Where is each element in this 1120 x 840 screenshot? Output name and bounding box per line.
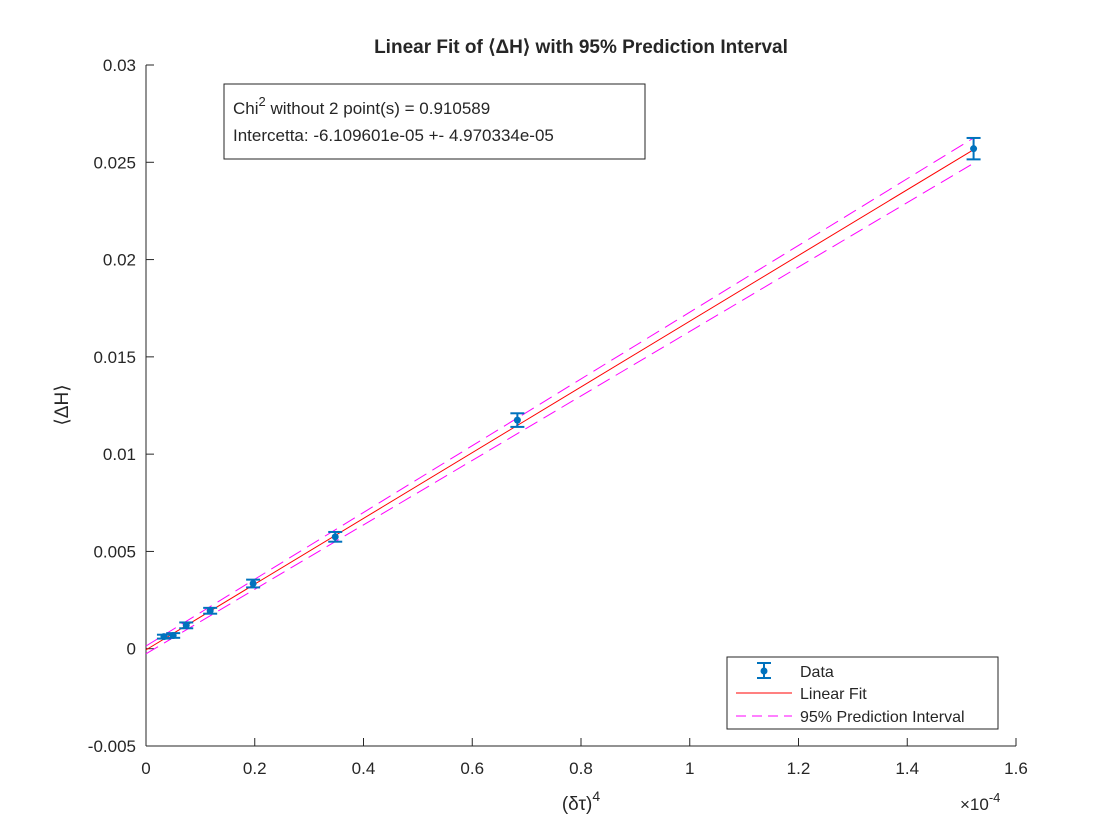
x-axis-exponent: ×10-4 <box>960 790 1000 814</box>
legend-label-data: Data <box>800 664 834 681</box>
legend-label-interval: 95% Prediction Interval <box>800 709 965 726</box>
plot-lines <box>145 137 974 655</box>
legend-entry-data: Data <box>757 662 834 681</box>
data-point <box>179 621 194 630</box>
legend-entry-fit: Linear Fit <box>736 686 867 703</box>
data-marker <box>970 145 978 153</box>
data-marker <box>331 533 339 541</box>
x-tick-label: 0.2 <box>243 759 267 778</box>
data-marker <box>182 621 190 629</box>
x-tick-label: 0 <box>141 759 150 778</box>
annotation-chi-label: Chi <box>233 99 259 118</box>
x-axis-exponent-power: -4 <box>989 790 1001 805</box>
y-tick-label: 0 <box>127 640 136 659</box>
axes-frame <box>145 65 1016 747</box>
data-point <box>966 136 981 161</box>
y-tick-label: 0.02 <box>103 251 136 270</box>
legend-entry-interval: 95% Prediction Interval <box>736 709 965 726</box>
data-marker <box>160 633 168 641</box>
legend-label-fit: Linear Fit <box>800 686 867 703</box>
chart-title: Linear Fit of ⟨ΔH⟩ with 95% Prediction I… <box>374 37 788 58</box>
annotation-line-2: Intercetta: -6.109601e-05 +- 4.970334e-0… <box>233 126 554 145</box>
y-tick-label: 0.03 <box>103 56 136 75</box>
plot-points <box>156 136 981 641</box>
legend: Data Linear Fit 95% Prediction Interval <box>726 656 999 730</box>
annotation-frame <box>223 83 646 160</box>
annotation-chi-value: without 2 point(s) = 0.910589 <box>266 99 490 118</box>
x-tick-label: 0.8 <box>569 759 593 778</box>
data-point <box>246 578 261 589</box>
y-tick-label: 0.005 <box>93 542 136 561</box>
x-axis-title-sup: 4 <box>592 788 600 804</box>
x-axis-title: (δτ)4 <box>562 788 600 815</box>
data-point <box>328 530 343 543</box>
data-marker <box>206 607 214 615</box>
data-marker <box>513 416 521 424</box>
data-point <box>510 412 525 428</box>
data-marker <box>169 631 177 639</box>
y-tick-label: 0.01 <box>103 445 136 464</box>
y-tick-label: 0.025 <box>93 153 136 172</box>
annotation-chi-sup: 2 <box>259 94 266 109</box>
data-point <box>166 631 181 639</box>
linear-fit-line <box>145 149 974 651</box>
annotation-line-1: Chi2 without 2 point(s) = 0.910589 <box>233 94 490 118</box>
prediction-interval-lower <box>145 162 974 655</box>
legend-data-marker <box>760 667 768 675</box>
y-tick-label: -0.005 <box>88 737 136 756</box>
y-ticks: -0.005 0 0.005 0.01 0.015 0.02 0.025 0.03 <box>88 56 154 756</box>
x-axis-exponent-base: ×10 <box>960 795 989 814</box>
x-tick-label: 0.6 <box>460 759 484 778</box>
data-point <box>203 606 218 615</box>
x-ticks: 0 0.2 0.4 0.6 0.8 1 1.2 1.4 1.6 <box>141 738 1028 778</box>
prediction-interval-upper <box>145 137 974 647</box>
x-axis-title-base: (δτ) <box>562 794 592 815</box>
y-tick-label: 0.015 <box>93 348 136 367</box>
x-tick-label: 1.2 <box>787 759 811 778</box>
annotation-box: Chi2 without 2 point(s) = 0.910589 Inter… <box>223 83 646 160</box>
x-tick-label: 1 <box>685 759 694 778</box>
x-tick-label: 1.6 <box>1004 759 1028 778</box>
y-axis-title: ⟨ΔH⟩ <box>52 384 73 425</box>
data-marker <box>249 580 257 588</box>
x-tick-label: 1.4 <box>895 759 919 778</box>
x-tick-label: 0.4 <box>352 759 376 778</box>
